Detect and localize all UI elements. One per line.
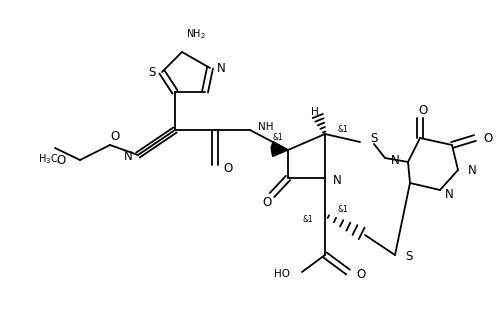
Text: N: N <box>445 189 454 202</box>
Text: S: S <box>370 133 378 145</box>
Text: O: O <box>262 196 272 210</box>
Text: O: O <box>483 132 492 145</box>
Text: N: N <box>216 62 226 75</box>
Text: N: N <box>124 151 133 164</box>
Text: O: O <box>223 163 232 176</box>
Text: N: N <box>468 164 477 177</box>
Text: NH$_2$: NH$_2$ <box>186 27 206 41</box>
Text: H: H <box>311 107 319 117</box>
Text: NH: NH <box>258 122 274 132</box>
Text: &1: &1 <box>302 215 313 225</box>
Text: O: O <box>57 154 66 167</box>
Text: O: O <box>418 103 428 117</box>
Text: HO: HO <box>274 269 290 279</box>
Text: &1: &1 <box>337 205 348 214</box>
Polygon shape <box>271 142 288 150</box>
Polygon shape <box>272 150 288 156</box>
Text: H$_3$C: H$_3$C <box>38 152 58 166</box>
Text: &1: &1 <box>272 133 283 143</box>
Text: N: N <box>391 154 400 167</box>
Text: O: O <box>110 131 120 144</box>
Text: N: N <box>333 175 342 188</box>
Text: S: S <box>405 250 412 263</box>
Text: S: S <box>148 65 156 78</box>
Text: O: O <box>356 268 365 281</box>
Text: &1: &1 <box>337 124 348 133</box>
